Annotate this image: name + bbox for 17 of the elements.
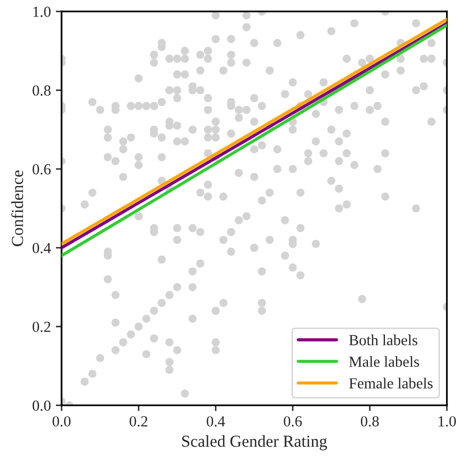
x-tick-label: 0.8 — [360, 416, 379, 427]
x-tick-label: 0.2 — [130, 416, 148, 427]
x-tick-label: 0.6 — [284, 416, 302, 427]
y-tick-label: 0.2 — [32, 322, 50, 332]
x-axis-title: Scaled Gender Rating — [182, 435, 328, 450]
y-tick-label: 0.0 — [32, 400, 51, 411]
legend-label: Male labels — [349, 356, 419, 367]
y-tick-label: 0.8 — [32, 85, 51, 96]
y-tick-label: 1.0 — [33, 6, 51, 17]
x-tick-label: 1.0 — [438, 416, 456, 427]
x-tick-label: 0.0 — [52, 416, 71, 427]
y-axis-title: Confidence — [11, 170, 24, 246]
y-tick-label: 0.6 — [32, 164, 51, 175]
legend-label: Both labels — [349, 334, 418, 346]
y-tick-label: 0.4 — [32, 242, 51, 254]
legend-label: Female labels — [349, 378, 433, 388]
x-tick-label: 0.4 — [206, 416, 225, 427]
